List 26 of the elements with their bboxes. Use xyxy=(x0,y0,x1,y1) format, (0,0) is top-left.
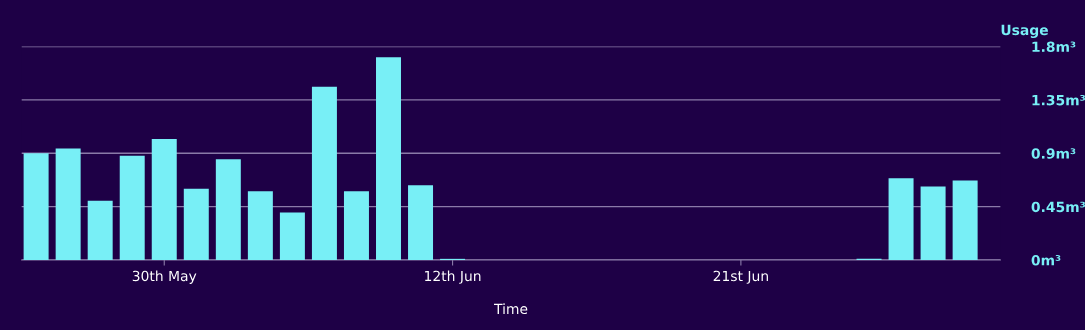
bar xyxy=(311,86,337,261)
bar xyxy=(952,180,978,261)
bar xyxy=(87,200,113,261)
bar xyxy=(343,191,369,261)
x-tick-label: 21st Jun xyxy=(713,270,768,284)
bar xyxy=(23,153,49,261)
y-tick-label: 0.45m³ xyxy=(1031,201,1085,213)
bar xyxy=(920,186,946,261)
bar xyxy=(151,139,177,261)
x-tick-label: 30th May xyxy=(132,270,197,284)
bar xyxy=(376,57,401,261)
bar xyxy=(215,159,241,261)
bar xyxy=(279,212,305,261)
bar xyxy=(888,178,914,261)
y-tick-label: 0.9m³ xyxy=(1031,148,1076,159)
bar xyxy=(55,148,81,261)
y-tick-label: 1.8m³ xyxy=(1032,41,1076,52)
y-tick-label: 0m³ xyxy=(1031,255,1061,266)
bar xyxy=(247,191,273,261)
bar xyxy=(408,185,434,261)
bar xyxy=(183,188,209,261)
x-axis-title: Time xyxy=(494,303,528,315)
y-axis-title: Usage xyxy=(1001,24,1048,38)
x-tick-label: 12th Jun xyxy=(425,270,481,284)
bar xyxy=(119,155,145,261)
y-tick-label: 1.35m³ xyxy=(1032,94,1085,106)
